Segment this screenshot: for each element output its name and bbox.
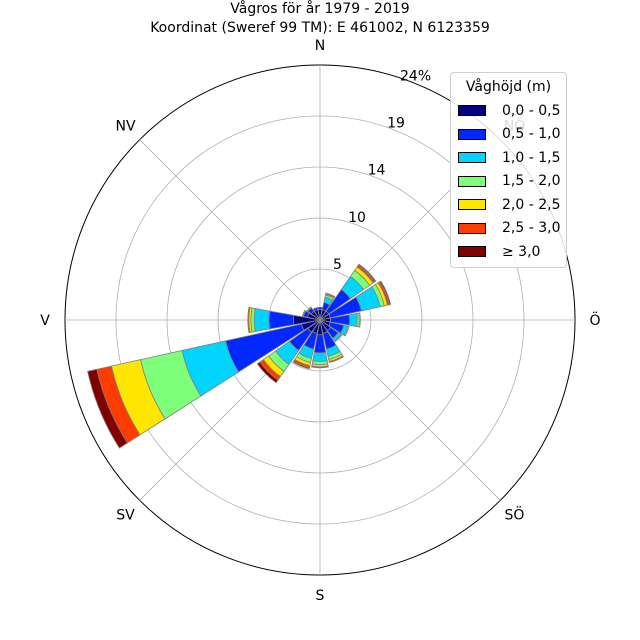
grid-spoke — [139, 139, 321, 321]
legend-label: ≥ 3,0 — [502, 243, 541, 260]
rose-bar-SSV-6 — [292, 360, 310, 370]
direction-label: NV — [116, 119, 136, 135]
legend-item: 2,0 - 2,5 — [451, 193, 566, 217]
direction-label: V — [40, 313, 50, 329]
legend-item: 1,5 - 2,0 — [451, 170, 566, 194]
rose-bar-V-5 — [247, 306, 251, 334]
rose-bar-NV-2 — [306, 306, 313, 313]
direction-label: Ö — [589, 311, 600, 329]
rose-bar-ÖNÖ-6 — [379, 280, 392, 306]
direction-label: N — [315, 38, 325, 54]
chart-subtitle: Koordinat (Sweref 99 TM): E 461002, N 61… — [150, 20, 490, 36]
rose-bar-Ö-4 — [358, 312, 361, 328]
rose-bar-ÖSÖ-3 — [343, 325, 350, 337]
rose-bar-N-1 — [317, 306, 323, 311]
rose-bar-NNÖ-5 — [325, 292, 336, 299]
rose-bar-VNV-2 — [301, 309, 307, 317]
grid-spoke — [319, 319, 501, 501]
direction-label: SÖ — [505, 505, 525, 523]
rose-bar-NÖ-6 — [357, 263, 377, 283]
chart-title: Vågros för år 1979 - 2019 — [230, 1, 410, 17]
rose-bar-S-5 — [311, 365, 329, 369]
rose-bar-VSV-6 — [87, 368, 128, 449]
legend-swatch — [458, 128, 486, 140]
direction-label: S — [316, 588, 325, 604]
legend-item: 2,5 - 3,0 — [451, 217, 566, 241]
legend-label: 0,5 - 1,0 — [502, 126, 561, 143]
radial-tick-label: 5 — [333, 257, 342, 273]
legend-swatch — [458, 246, 486, 258]
rose-bar-SSÖ-5 — [328, 355, 344, 364]
legend-swatch — [458, 199, 486, 211]
radial-tick-label: 24% — [400, 68, 431, 84]
legend-item: 0,5 - 1,0 — [451, 123, 566, 147]
rose-bar-SV-6 — [256, 361, 279, 384]
legend-label: 2,5 - 3,0 — [502, 220, 561, 237]
legend-label: 0,0 - 0,5 — [502, 102, 561, 119]
radial-tick-label: 19 — [387, 116, 405, 132]
legend-item: ≥ 3,0 — [451, 240, 566, 264]
legend-title: Våghöjd (m) — [465, 79, 552, 95]
legend-item: 1,0 - 1,5 — [451, 146, 566, 170]
rose-bar-S-2 — [312, 351, 328, 362]
legend-label: 2,0 - 2,5 — [502, 196, 561, 213]
legend-swatch — [458, 175, 486, 187]
legend: Våghöjd (m) 0,0 - 0,5 0,5 - 1,0 1,0 - 1,5 1… — [450, 72, 567, 268]
radial-tick-label: 10 — [348, 210, 366, 226]
legend-swatch — [458, 152, 486, 164]
legend-label: 1,5 - 2,0 — [502, 173, 561, 190]
legend-swatch — [458, 222, 486, 234]
legend-label: 1,0 - 1,5 — [502, 149, 561, 166]
legend-swatch — [458, 105, 486, 117]
legend-item: 0,0 - 0,5 — [451, 99, 566, 123]
rose-bar-Ö-2 — [348, 313, 358, 327]
rose-bar-V-2 — [253, 308, 271, 332]
radial-tick-label: 14 — [368, 163, 386, 179]
rose-bar-NNV-1 — [312, 307, 319, 312]
direction-label: SV — [116, 507, 135, 523]
rose-bar-SÖ-3 — [334, 334, 343, 343]
